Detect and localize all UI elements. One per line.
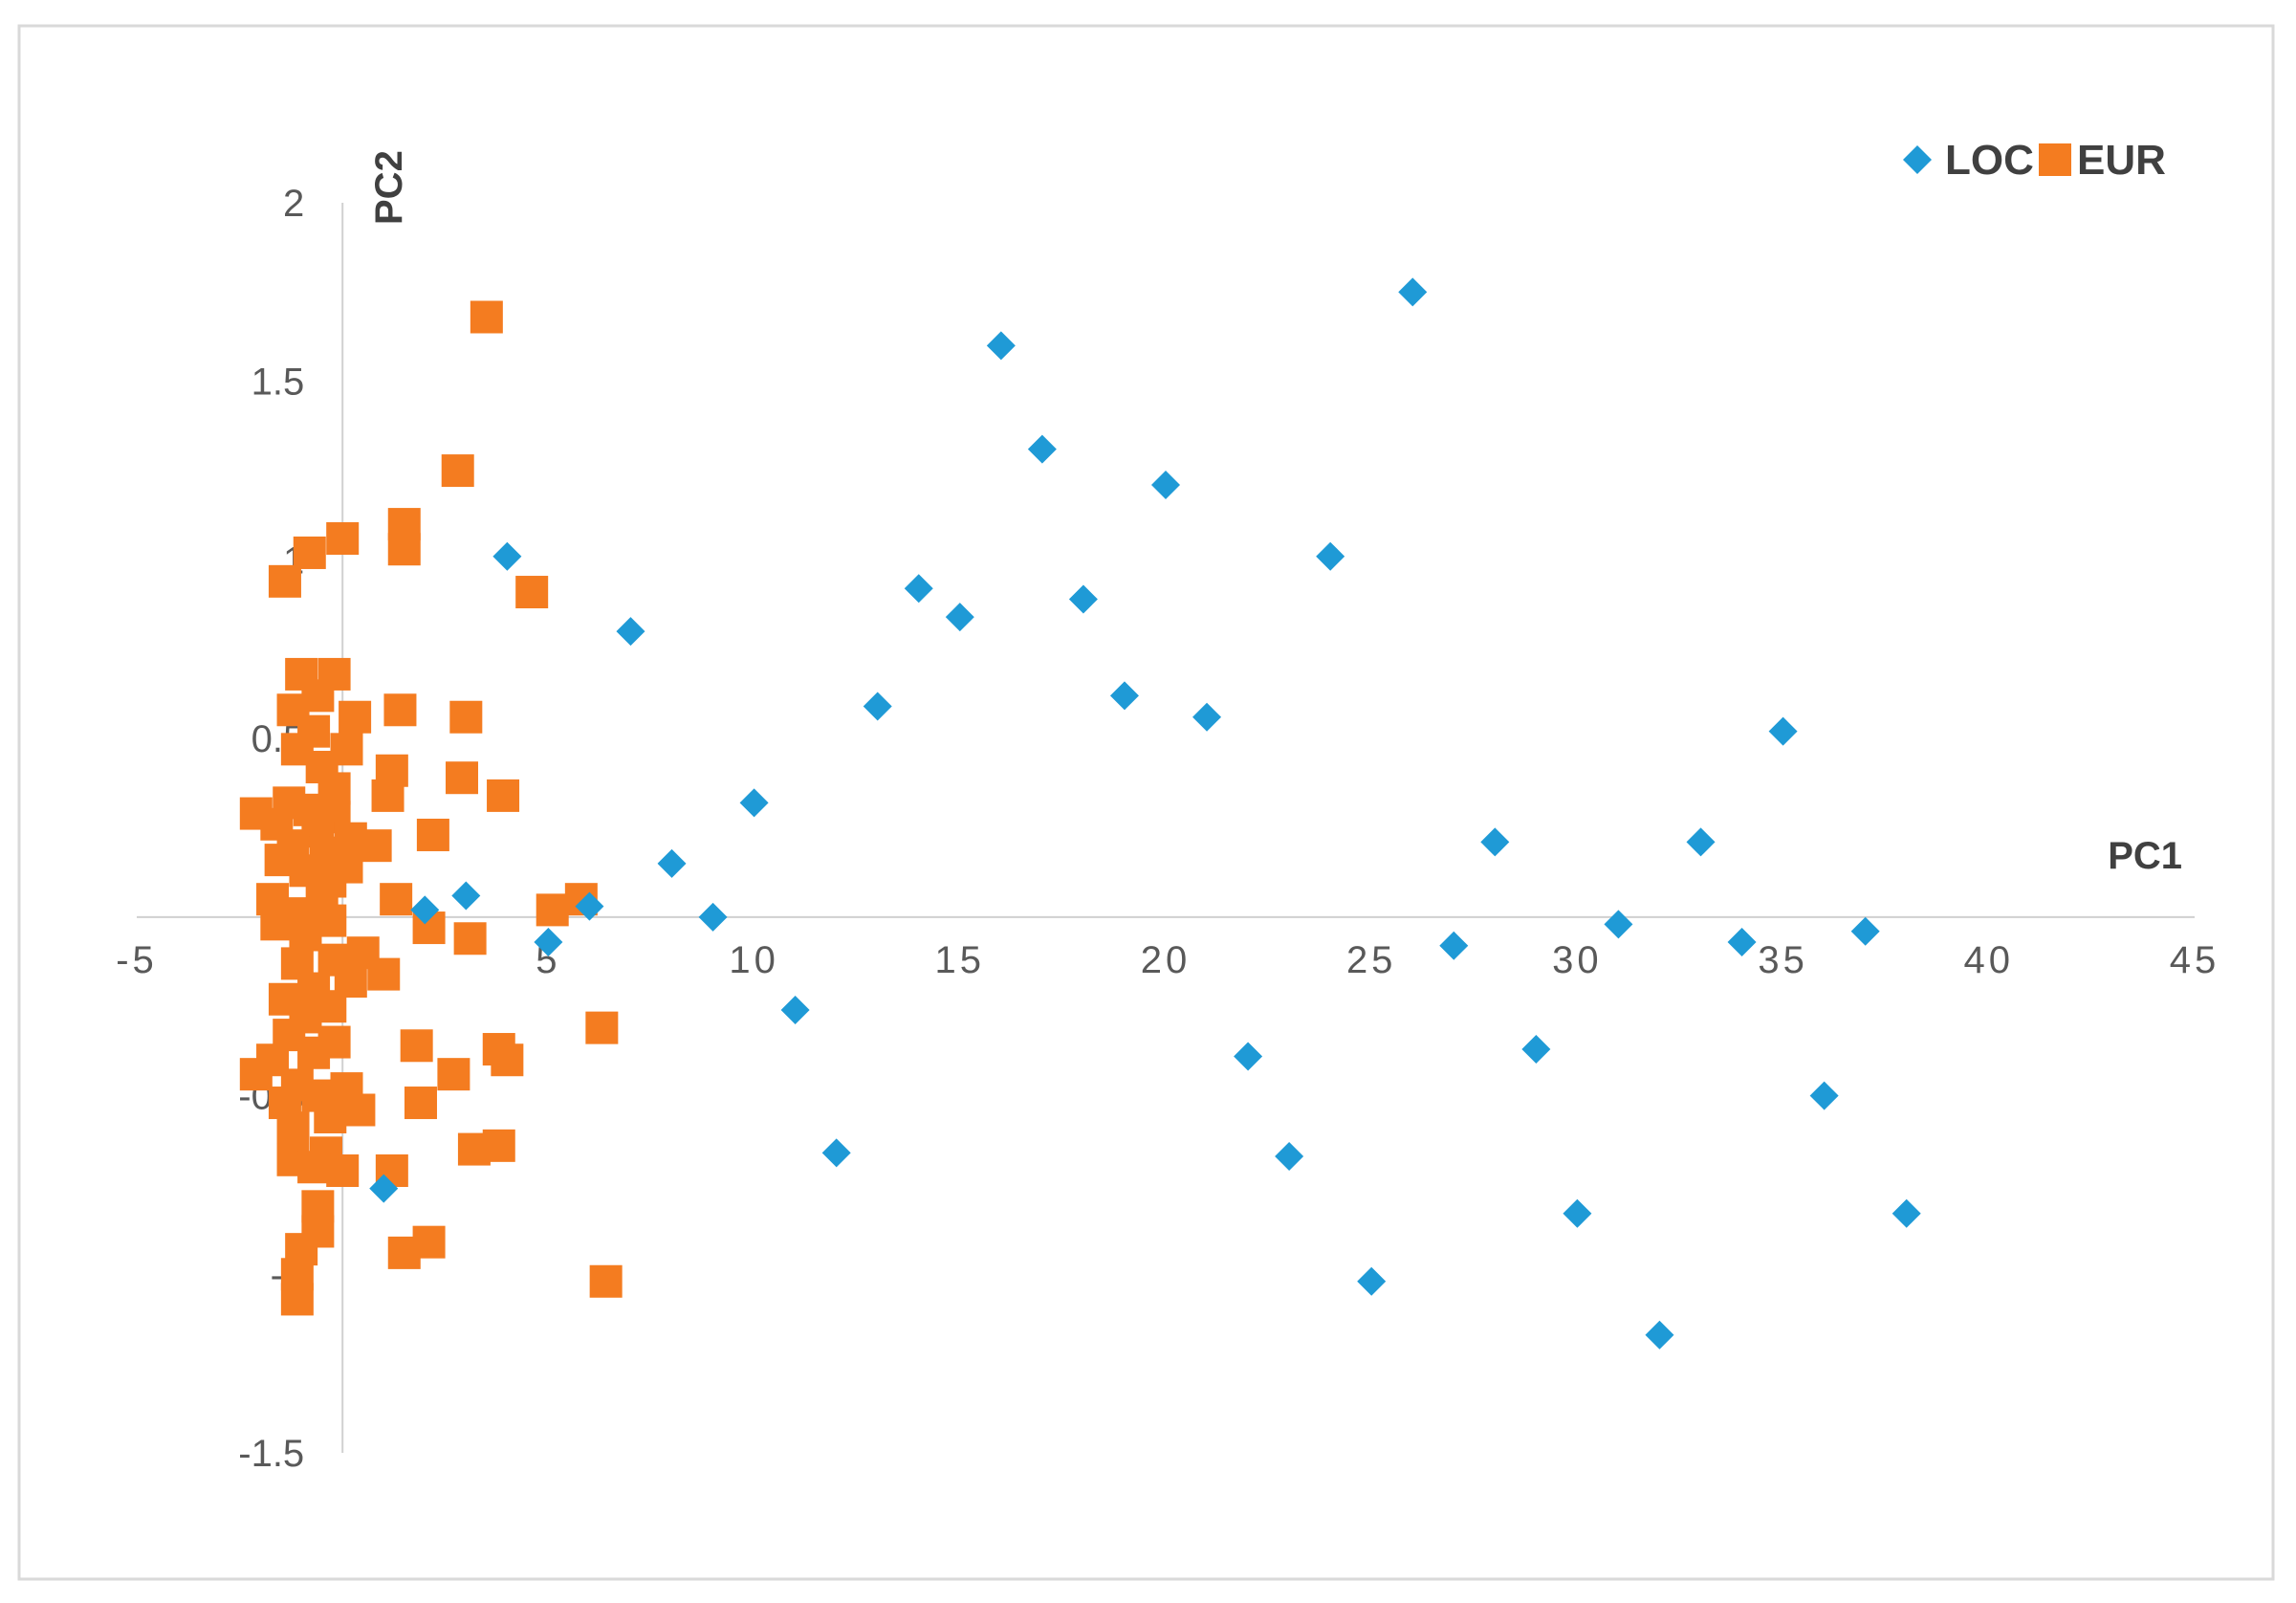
data-point-eur <box>380 883 413 916</box>
data-point-loc <box>616 617 645 647</box>
data-point-loc <box>492 541 522 571</box>
data-point-loc <box>821 1138 851 1168</box>
data-point-eur <box>289 918 322 952</box>
legend-label-loc: LOC <box>1945 137 2034 184</box>
data-point-eur <box>280 1283 314 1316</box>
data-point-loc <box>369 1174 399 1203</box>
data-point-eur <box>441 454 474 488</box>
legend: LOC EUR <box>1903 137 2166 184</box>
x-axis-title: PC1 <box>2108 835 2182 877</box>
data-point-eur <box>342 1093 376 1127</box>
data-point-loc <box>1316 541 1345 571</box>
legend-marker-eur <box>2039 143 2071 176</box>
data-point-loc <box>1768 716 1798 746</box>
data-point-eur <box>371 779 405 812</box>
data-point-eur <box>268 564 301 598</box>
data-point-loc <box>575 891 604 921</box>
data-point-eur <box>293 536 326 569</box>
data-point-eur <box>326 522 360 556</box>
data-point-eur <box>383 693 417 727</box>
data-point-loc <box>410 895 440 925</box>
data-point-eur <box>536 893 569 927</box>
data-point-loc <box>1891 1198 1921 1228</box>
data-point-loc <box>904 574 933 604</box>
data-point-eur <box>367 957 401 991</box>
data-point-eur <box>437 1058 470 1091</box>
y-tick-label: -1.5 <box>238 1433 304 1475</box>
data-point-loc <box>1850 916 1880 946</box>
data-point-eur <box>326 1153 360 1187</box>
x-tick-label: 30 <box>1552 939 1603 981</box>
data-point-eur <box>339 700 372 734</box>
data-point-loc <box>1275 1142 1304 1172</box>
data-point-loc <box>534 927 563 956</box>
data-point-eur <box>491 1043 524 1077</box>
data-point-loc <box>1809 1081 1839 1110</box>
data-point-eur <box>260 908 294 941</box>
data-point-eur <box>449 700 483 734</box>
y-tick-label: 2 <box>283 183 304 225</box>
data-point-loc <box>1727 927 1757 956</box>
data-point-loc <box>1398 277 1428 307</box>
data-point-eur <box>400 1029 433 1063</box>
data-point-loc <box>1563 1198 1592 1228</box>
x-tick-label: 15 <box>935 939 986 981</box>
data-point-eur <box>487 779 520 812</box>
data-point-eur <box>387 533 421 566</box>
data-point-eur <box>482 1129 515 1162</box>
data-point-loc <box>1604 910 1633 939</box>
data-point-eur <box>404 1087 437 1120</box>
series-eur <box>239 300 623 1316</box>
data-point-loc <box>657 848 687 878</box>
data-point-eur <box>359 829 392 863</box>
data-point-eur <box>585 1011 619 1044</box>
data-point-loc <box>1645 1320 1674 1350</box>
data-point-eur <box>297 1151 331 1184</box>
data-point-loc <box>1439 931 1469 960</box>
data-point-loc <box>986 331 1016 361</box>
data-point-loc <box>1151 471 1180 500</box>
y-axis-title: PC2 <box>368 150 410 225</box>
x-tick-label: 10 <box>729 939 779 981</box>
data-point-eur <box>453 922 487 955</box>
data-point-loc <box>698 902 728 932</box>
data-point-loc <box>1357 1266 1387 1296</box>
data-point-eur <box>314 1100 347 1133</box>
data-point-loc <box>1109 681 1139 711</box>
data-point-loc <box>1192 702 1222 732</box>
data-point-eur <box>416 818 449 851</box>
data-point-eur <box>446 761 479 795</box>
data-point-eur <box>470 300 503 334</box>
data-point-loc <box>1234 1042 1263 1071</box>
data-point-eur <box>276 1111 310 1145</box>
data-point-loc <box>1521 1035 1551 1065</box>
x-tick-label: 40 <box>1964 939 2015 981</box>
data-point-eur <box>239 1058 273 1091</box>
legend-marker-loc <box>1903 145 1932 174</box>
x-tick-label: 35 <box>1758 939 1808 981</box>
data-point-loc <box>945 603 974 632</box>
x-tick-label: -5 <box>116 939 158 981</box>
series-loc <box>369 277 1921 1350</box>
data-point-eur <box>297 1036 331 1069</box>
data-point-loc <box>780 995 810 1024</box>
legend-label-eur: EUR <box>2077 137 2166 184</box>
x-tick-label: 25 <box>1346 939 1397 981</box>
data-point-eur <box>387 1236 421 1269</box>
data-point-loc <box>1686 827 1716 857</box>
chart-frame <box>17 24 2275 1581</box>
data-point-loc <box>1027 434 1057 464</box>
data-point-loc <box>1480 827 1510 857</box>
data-point-eur <box>589 1264 623 1298</box>
data-point-loc <box>863 692 892 721</box>
data-point-eur <box>515 576 549 609</box>
data-point-loc <box>1068 584 1098 614</box>
x-tick-label: 20 <box>1141 939 1192 981</box>
y-tick-label: 1.5 <box>251 362 305 404</box>
x-tick-label: 45 <box>2170 939 2220 981</box>
data-point-loc <box>739 788 769 818</box>
data-point-loc <box>451 881 481 911</box>
